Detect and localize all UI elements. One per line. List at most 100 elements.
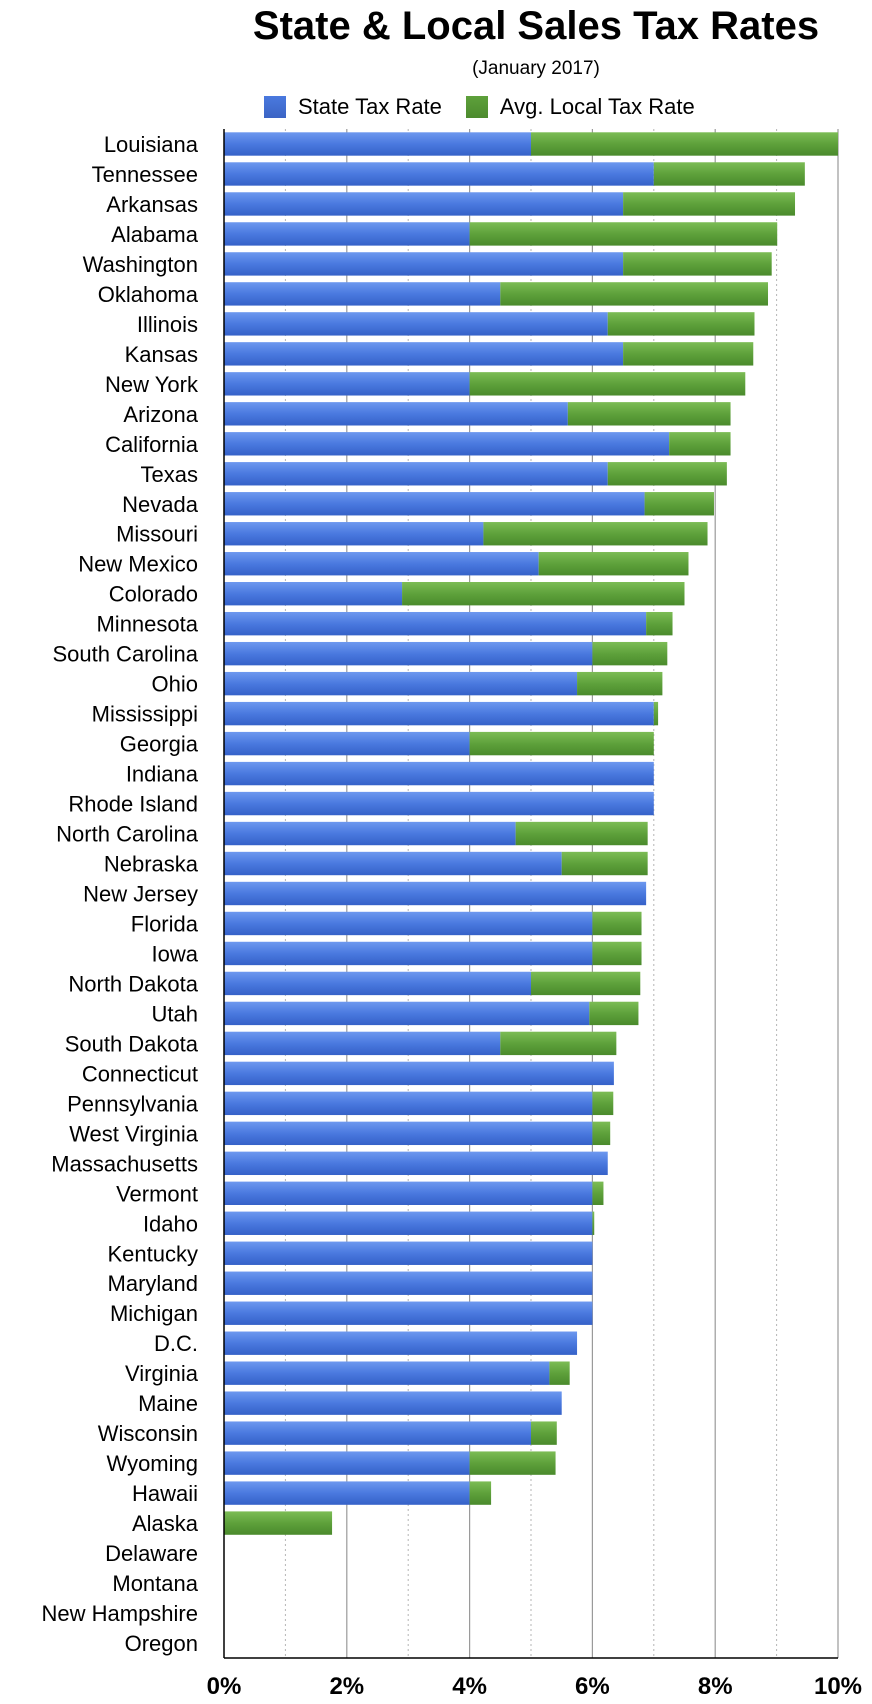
bar-local [592, 911, 642, 936]
category-label: Texas [141, 462, 198, 487]
bar-state [224, 342, 624, 366]
category-label: West Virginia [69, 1121, 199, 1146]
x-tick-label: 4% [452, 1673, 487, 1700]
bar-state [224, 432, 670, 456]
bar-state [224, 611, 647, 636]
category-label: Arizona [123, 402, 198, 427]
bar-state [224, 252, 624, 276]
bar-local [531, 971, 641, 996]
category-label: Vermont [116, 1181, 198, 1206]
bar-state [224, 1241, 593, 1265]
category-label: Montana [112, 1571, 198, 1596]
bar-local [469, 1481, 492, 1505]
category-label: North Carolina [56, 822, 199, 847]
bar-state [224, 1481, 470, 1505]
bar-state [224, 971, 531, 996]
category-label: Maine [138, 1391, 198, 1416]
bar-state [224, 552, 539, 576]
category-label: California [105, 432, 199, 457]
bar-local [623, 252, 772, 276]
category-label: Oregon [125, 1631, 198, 1656]
category-label: Mississippi [92, 702, 198, 727]
bar-local [644, 492, 714, 516]
bar-state [224, 522, 484, 546]
category-label: Washington [83, 252, 198, 277]
category-label: North Dakota [68, 971, 198, 996]
category-label: Arkansas [106, 192, 198, 217]
category-label: Iowa [152, 941, 199, 966]
category-label: Illinois [137, 312, 198, 337]
bar-state [224, 1211, 593, 1235]
bar-state [224, 492, 645, 516]
category-label: Michigan [110, 1301, 198, 1326]
legend-label-local: Avg. Local Tax Rate [499, 94, 695, 119]
bar-local [623, 192, 796, 216]
bar-state [224, 1391, 562, 1415]
category-label: Colorado [109, 582, 198, 607]
category-label: Ohio [152, 672, 198, 697]
category-label: Idaho [143, 1211, 198, 1236]
bar-state [224, 761, 654, 786]
bar-state [224, 791, 654, 816]
bar-state [224, 641, 593, 666]
bar-state [224, 222, 470, 246]
legend-swatch-state [264, 96, 286, 118]
bar-local [515, 821, 648, 846]
category-label: Delaware [105, 1541, 198, 1566]
bar-state [224, 312, 608, 336]
bar-state [224, 1301, 593, 1325]
bar-state [224, 192, 624, 216]
category-label: D.C. [154, 1331, 198, 1356]
x-tick-label: 10% [814, 1673, 862, 1700]
category-label: Hawaii [132, 1481, 198, 1506]
bar-local [469, 1451, 556, 1475]
bar-state [224, 1031, 501, 1056]
category-label: Oklahoma [98, 282, 199, 307]
bar-state [224, 1061, 614, 1086]
category-label: Minnesota [96, 612, 198, 637]
bar-local [469, 731, 654, 756]
x-tick-label: 0% [207, 1673, 242, 1700]
bar-local [500, 1031, 617, 1056]
category-label: Florida [131, 911, 199, 936]
category-label: Utah [152, 1001, 198, 1026]
category-label: South Carolina [52, 642, 198, 667]
bar-state [224, 1361, 550, 1385]
bar-local [646, 611, 673, 636]
bar-state [224, 851, 562, 876]
bar-state [224, 582, 403, 606]
category-label: New Jersey [83, 882, 198, 907]
category-label: Missouri [116, 522, 198, 547]
bar-state [224, 1451, 470, 1475]
category-label: Maryland [108, 1271, 198, 1296]
category-label: New Mexico [78, 552, 198, 577]
category-label: Pennsylvania [67, 1091, 199, 1116]
bar-local [567, 402, 731, 426]
category-label: New Hampshire [42, 1601, 199, 1626]
bar-local [531, 132, 838, 156]
bar-local [561, 851, 648, 876]
legend: State Tax Rate Avg. Local Tax Rate [264, 91, 719, 123]
bar-state [224, 1181, 593, 1205]
bar-local [623, 342, 754, 366]
bar-local [592, 1121, 611, 1146]
bar-state [224, 402, 568, 426]
chart-subtitle: (January 2017) [472, 58, 600, 79]
bar-state [224, 282, 501, 306]
category-label: Nevada [122, 492, 199, 517]
bar-state [224, 1331, 578, 1355]
bar-local [469, 222, 778, 246]
bar-local [592, 1211, 595, 1235]
bar-local [592, 641, 668, 666]
bar-local [402, 582, 685, 606]
category-label: Connecticut [82, 1061, 198, 1086]
bar-state [224, 941, 593, 966]
bar-local [592, 1091, 614, 1116]
bar-local [531, 1421, 557, 1445]
legend-label-state: State Tax Rate [298, 94, 442, 119]
category-label: Wisconsin [98, 1421, 198, 1446]
category-label: Rhode Island [68, 792, 198, 817]
category-label: Georgia [120, 732, 199, 757]
bar-state [224, 462, 608, 486]
bar-state [224, 1421, 531, 1445]
